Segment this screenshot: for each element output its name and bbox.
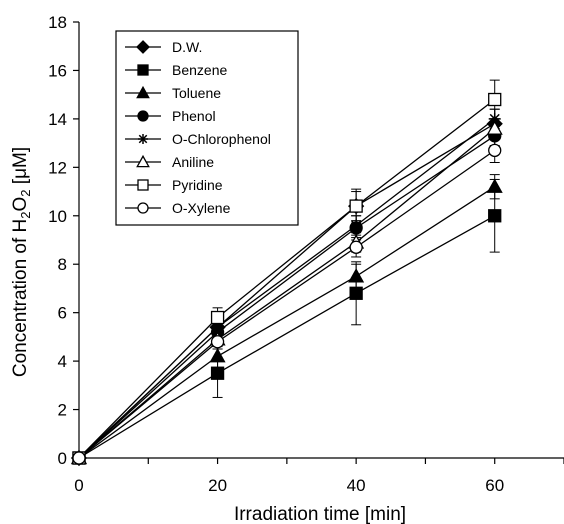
marker-diamond-filled bbox=[136, 40, 150, 54]
marker-circle-open bbox=[349, 240, 363, 254]
marker-circle-open bbox=[137, 202, 149, 214]
y-tick-label: 10 bbox=[48, 207, 67, 226]
marker-square-filled bbox=[488, 209, 502, 223]
y-axis-title: Concentration of H2O2 [μM] bbox=[10, 147, 33, 377]
legend-label: O-Chlorophenol bbox=[172, 131, 271, 147]
marker-square-filled bbox=[137, 64, 149, 76]
x-tick-label: 20 bbox=[208, 476, 227, 495]
marker-triangle-filled bbox=[136, 85, 150, 99]
star-stroke bbox=[351, 220, 362, 231]
series-line-7 bbox=[78, 98, 496, 459]
legend-label: Toluene bbox=[172, 85, 221, 101]
marker-circle-filled bbox=[137, 110, 149, 122]
y-tick-label: 6 bbox=[58, 304, 67, 323]
y-axis-title-part: [ bbox=[10, 178, 31, 189]
x-tick-label: 60 bbox=[485, 476, 504, 495]
marker-circle-open bbox=[72, 451, 86, 465]
marker-square-open bbox=[137, 179, 149, 191]
marker-star bbox=[350, 219, 363, 232]
marker-star bbox=[138, 134, 148, 144]
y-tick-label: 4 bbox=[58, 352, 67, 371]
star-stroke bbox=[489, 113, 500, 124]
y-tick-label: 0 bbox=[58, 449, 67, 468]
series-line-4 bbox=[78, 135, 496, 459]
marker-square-open bbox=[349, 199, 363, 213]
legend-label: Phenol bbox=[172, 108, 216, 124]
y-axis-title-part: M] bbox=[10, 147, 31, 168]
y-tick-label: 8 bbox=[58, 255, 67, 274]
legend-item: D.W. bbox=[125, 39, 202, 55]
legend-item: Aniline bbox=[125, 154, 214, 170]
legend: D.W. Benzene Toluene Phenol O-Chlorophenol An… bbox=[115, 30, 299, 226]
legend-item: Pyridine bbox=[125, 177, 223, 193]
legend-label: D.W. bbox=[172, 39, 202, 55]
legend-item: O-Chlorophenol bbox=[125, 131, 271, 147]
y-tick-label: 18 bbox=[48, 13, 67, 32]
series-line-6 bbox=[78, 128, 496, 459]
x-tick-label: 40 bbox=[347, 476, 366, 495]
legend-label: Pyridine bbox=[172, 177, 223, 193]
series-line-3 bbox=[78, 186, 496, 459]
y-axis-title-part: 2 bbox=[18, 189, 33, 196]
x-tick-label: 0 bbox=[74, 476, 83, 495]
legend-item: Benzene bbox=[125, 62, 227, 78]
legend-item: Phenol bbox=[125, 108, 216, 124]
marker-square-open bbox=[210, 310, 225, 325]
legend-label: Benzene bbox=[172, 62, 227, 78]
marker-triangle-filled bbox=[486, 178, 503, 193]
star-stroke bbox=[138, 134, 148, 144]
marker-square-filled bbox=[349, 286, 363, 300]
y-tick-label: 16 bbox=[48, 61, 67, 80]
series-line-8 bbox=[78, 149, 496, 459]
legend-box bbox=[115, 30, 299, 226]
series-line-2 bbox=[78, 215, 496, 459]
y-axis-title-part: μ bbox=[10, 168, 31, 179]
marker-circle-open bbox=[488, 143, 502, 158]
marker-triangle-filled bbox=[348, 268, 365, 283]
x-axis-title: Irradiation time [min] bbox=[234, 504, 406, 524]
legend-item: Toluene bbox=[125, 85, 221, 101]
marker-triangle-open bbox=[486, 120, 503, 135]
legend-label: O-Xylene bbox=[172, 200, 231, 216]
series-line-5 bbox=[78, 118, 496, 459]
legend-item: O-Xylene bbox=[125, 200, 231, 216]
y-tick-label: 2 bbox=[58, 401, 67, 420]
y-axis-title-part: O bbox=[10, 197, 31, 212]
star-stroke bbox=[212, 322, 223, 333]
y-tick-label: 14 bbox=[48, 110, 67, 129]
data-markers bbox=[70, 92, 503, 467]
marker-triangle-open bbox=[136, 154, 150, 168]
y-tick-label: 12 bbox=[48, 158, 67, 177]
y-axis-title-part: Concentration of H bbox=[10, 219, 31, 377]
marker-square-filled bbox=[210, 366, 225, 380]
marker-square-open bbox=[488, 92, 502, 107]
marker-triangle-filled bbox=[209, 348, 226, 363]
y-axis-title-part: 2 bbox=[18, 211, 33, 218]
legend-label: Aniline bbox=[172, 154, 214, 170]
series-lines bbox=[78, 98, 496, 459]
marker-circle-open bbox=[210, 335, 225, 349]
